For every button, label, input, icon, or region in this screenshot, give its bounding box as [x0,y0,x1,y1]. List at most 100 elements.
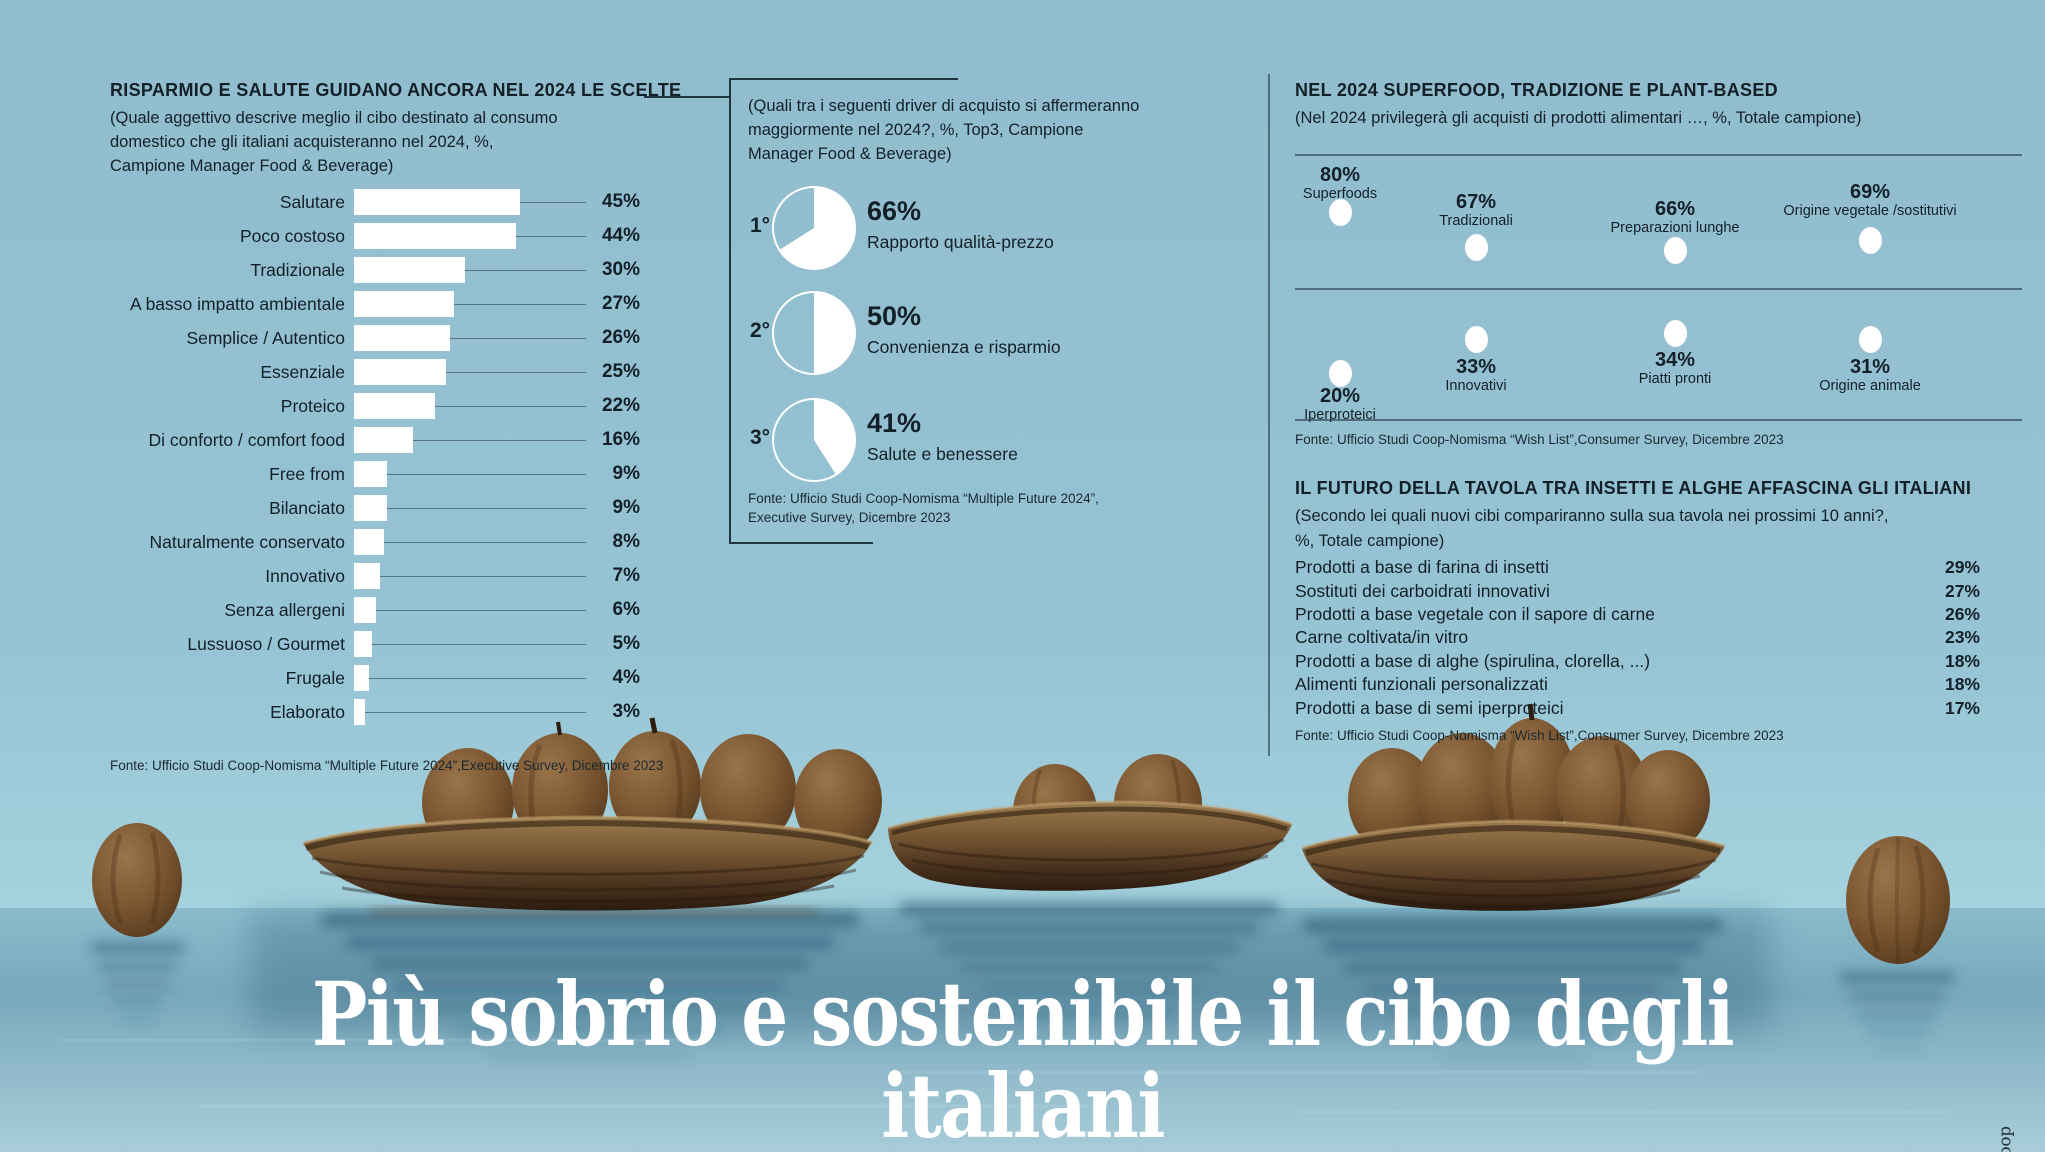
bubble-label: Innovativi [1445,378,1507,394]
future-food-value: 18% [1944,674,1980,695]
bubble-dot [1859,326,1882,353]
bar-value-label: 22% [601,395,640,416]
bar-category-label: Free from [269,463,345,484]
panel-adjectives-subtitle: (Quale aggettivo descrive meglio il cibo… [110,106,558,178]
bar-connector-line [368,677,586,679]
bar-row: Di conforto / comfort food 16% [110,423,640,457]
pie-value: 41% [867,408,922,438]
source-note: Fonte: Ufficio Studi Coop-Nomisma “Wish … [1295,432,1784,447]
bubble-value: 34% [1654,349,1696,371]
bar-connector-line [520,201,586,203]
pie-item: 3° 41% Salute e benessere [748,398,1168,482]
bar-value-label: 7% [612,565,640,586]
bar-connector-line [446,371,586,373]
bar-category-label: Semplice / Autentico [186,327,345,348]
bar-fill [354,631,373,657]
pie-value: 50% [867,301,922,331]
bar-category-label: Proteico [280,395,345,416]
question-line: (Quali tra i seguenti driver di acquisto… [748,97,1140,115]
bubble-label: Iperproteici [1304,407,1376,423]
panel-drivers-question: (Quali tra i seguenti driver di acquisto… [748,94,1139,166]
bar-fill [354,257,465,283]
source-line: Fonte: Ufficio Studi Coop-Nomisma “Multi… [748,491,1099,506]
bar-fill [354,393,436,419]
bubble-item-text: 67% Tradizionali [1346,191,1606,230]
future-row: Carne coltivata/in vitro 23% [1295,626,1980,649]
bubble-value: 66% [1654,198,1696,220]
future-food-value: 26% [1944,603,1980,624]
pie-item: 1° 66% Rapporto qualità-prezzo [748,186,1168,270]
bar-category-label: Lussuoso / Gourmet [187,633,345,654]
bar-category-label: Poco costoso [239,225,345,246]
water-reflections [60,902,1955,1114]
future-food-value: 29% [1944,557,1980,578]
future-food-label: Prodotti a base di farina di insetti [1295,557,1549,578]
future-row: Prodotti a base vegetale con il sapore d… [1295,603,1980,626]
bar-fill [354,495,388,521]
bar-category-label: A basso impatto ambientale [130,293,345,314]
bar-fill [354,291,454,317]
bubble-item-text: 66% Preparazioni lunghe [1545,198,1805,237]
boat-3-walnuts [1348,703,1710,852]
future-food-label: Prodotti a base di semi iperproteici [1295,697,1564,718]
bar-category-label: Senza allergeni [224,599,345,620]
bubble-dot [1329,199,1352,226]
divider-line [1295,419,2022,421]
bubble-item-text: 69% Origine vegetale /sostitutivi [1740,181,2000,220]
bar-row: Semplice / Autentico 26% [110,321,640,355]
future-food-value: 17% [1944,697,1980,718]
pie-rank-label: 3° [750,426,771,449]
bar-category-label: Essenziale [260,361,345,382]
future-food-label: Prodotti a base vegetale con il sapore d… [1295,603,1655,624]
bubble-dot [1465,234,1488,261]
bar-connector-line [464,269,586,271]
source-note: Fonte: Ufficio Studi Coop-Nomisma “Multi… [748,489,1099,527]
bubble-value: 31% [1849,356,1891,378]
future-row: Prodotti a base di farina di insetti 29% [1295,556,1980,579]
boat-2 [887,754,1293,891]
bar-row: Proteico 22% [110,389,640,423]
bar-value-label: 25% [601,361,640,382]
pie-label: Convenienza e risparmio [867,337,1061,357]
pie-chart [772,186,856,270]
bar-fill [354,359,447,385]
source-line: Executive Survey, Dicembre 2023 [748,510,951,525]
bubble-item-text: 33% Innovativi [1346,356,1606,395]
bubble-dot [1664,320,1687,347]
bar-category-label: Tradizionale [250,259,345,280]
sky [0,0,2045,908]
bubble-item-text: 34% Piatti pronti [1545,349,1805,388]
pie-chart [772,291,856,375]
bar-fill [354,597,377,623]
bar-connector-line [372,643,586,645]
bubble-label: Tradizionali [1439,213,1513,229]
bar-row: Innovativo 7% [110,559,640,593]
future-food-label: Carne coltivata/in vitro [1295,627,1469,648]
future-food-label: Prodotti a base di alghe (spirulina, clo… [1295,650,1651,671]
bar-value-label: 5% [612,633,640,654]
panel-future-title: IL FUTURO DELLA TAVOLA TRA INSETTI E ALG… [1295,478,1972,498]
bar-fill [354,563,380,589]
bubble-dot [1465,326,1488,353]
panel-superfood-subtitle: (Nel 2024 privilegerà gli acquisti di pr… [1295,109,1862,127]
future-row: Alimenti funzionali personalizzati 18% [1295,673,1980,696]
question-line: Manager Food & Beverage) [748,145,952,163]
bar-value-label: 9% [612,463,640,484]
subtitle-line: (Secondo lei quali nuovi cibi compariran… [1295,507,1889,525]
bar-fill [354,325,450,351]
bar-row: Poco costoso 44% [110,219,640,253]
bubble-dot [1664,237,1687,264]
walnut-left [92,823,182,937]
pie-label: Rapporto qualità-prezzo [867,232,1054,252]
bubble-label: Origine vegetale /sostitutivi [1783,203,1957,219]
bar-row: Naturalmente conservato 8% [110,525,640,559]
hero-title: Più sobrio e sostenibile il cibo degli i… [311,962,1735,1152]
bar-value-label: 44% [601,225,640,246]
subtitle-line: domestico che gli italiani acquisteranno… [110,133,494,151]
pie-rank-label: 2° [750,319,771,342]
bar-connector-line [387,473,586,475]
future-food-label: Alimenti funzionali personalizzati [1295,674,1548,695]
bar-row: Frugale 4% [110,661,640,695]
question-line: maggiormente nel 2024?, %, Top3, Campion… [748,121,1084,139]
